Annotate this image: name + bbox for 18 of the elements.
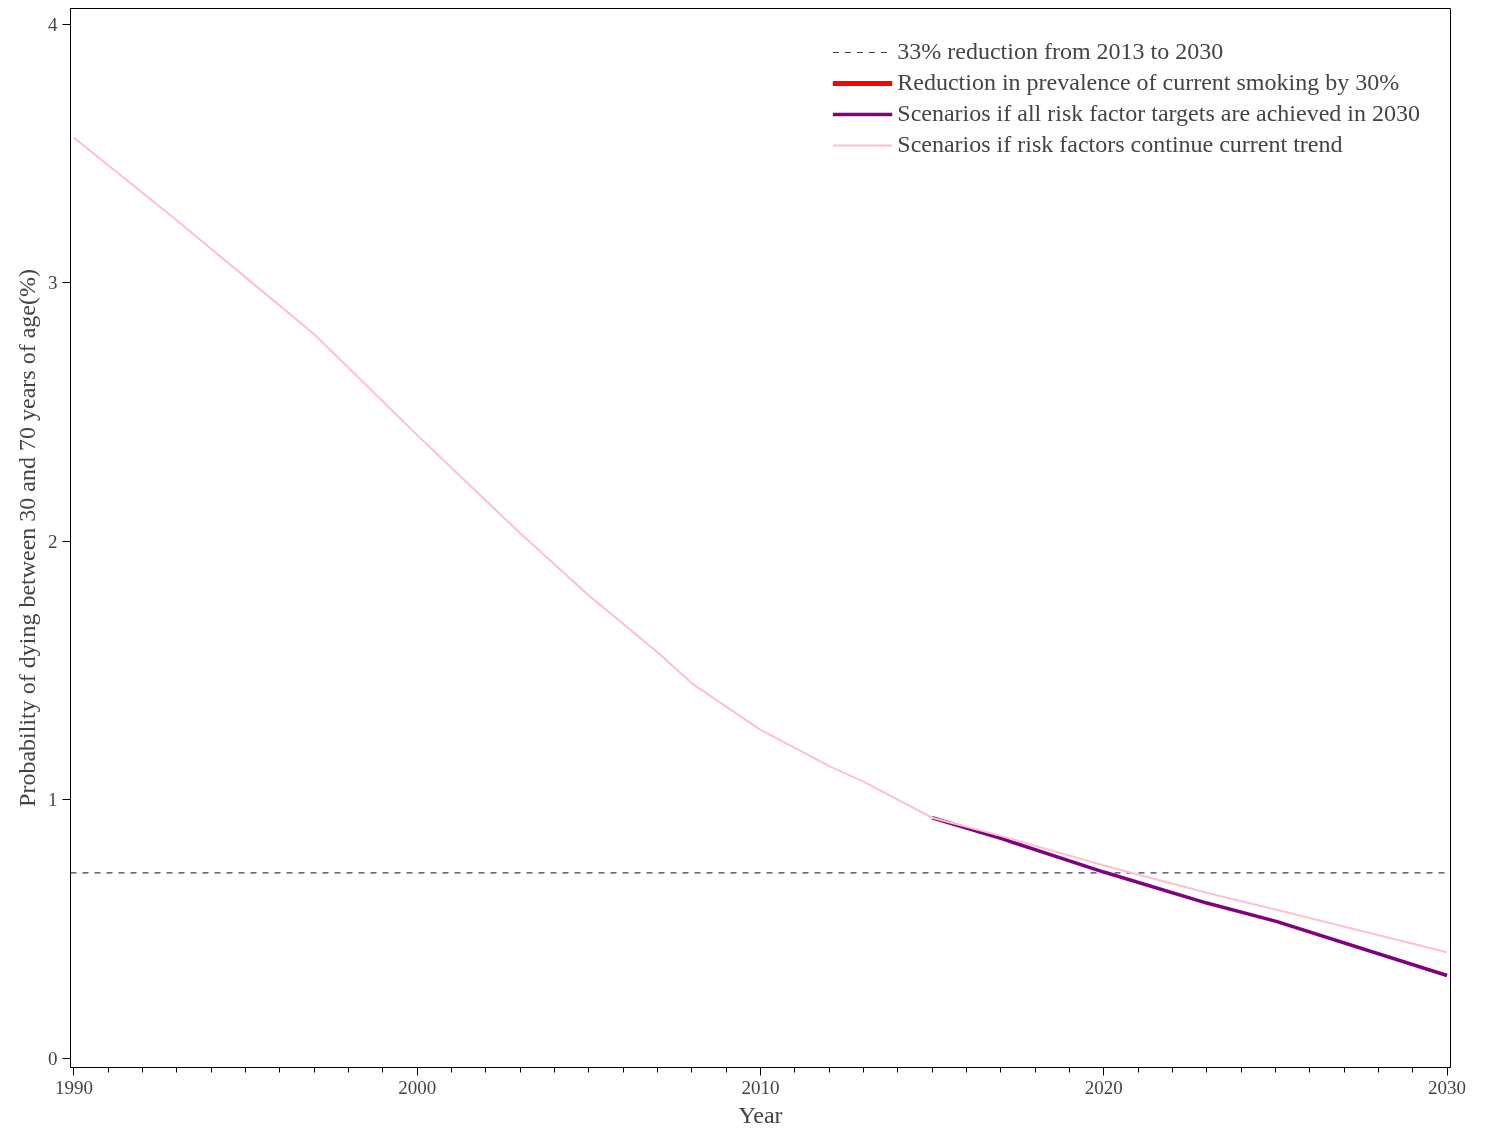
line-series	[72, 136, 1449, 954]
y-tick-label: 0	[48, 1047, 58, 1069]
y-axis-title: Probability of dying between 30 and 70 years of age(%)	[14, 269, 40, 807]
y-tick-label: 3	[48, 272, 58, 294]
legend-label: Reduction in prevalence of current smoking by 30%	[897, 69, 1400, 96]
y-tick-label: 2	[48, 530, 58, 552]
x-tick-label: 2000	[398, 1076, 437, 1098]
line-series	[930, 816, 1449, 978]
legend-label: Scenarios if risk factors continue current trend	[897, 131, 1343, 158]
x-tick-label: 2010	[741, 1076, 780, 1098]
x-tick-label: 2020	[1084, 1076, 1123, 1098]
legend-label: 33% reduction from 2013 to 2030	[897, 38, 1224, 65]
x-tick-label: 1990	[54, 1076, 93, 1098]
x-axis-title: Year	[738, 1101, 783, 1128]
x-tick-label: 2030	[1428, 1076, 1467, 1098]
y-tick-label: 4	[48, 13, 58, 35]
legend-label: Scenarios if all risk factor targets are achieved in 2030	[897, 100, 1420, 127]
y-tick-label: 1	[48, 789, 58, 811]
